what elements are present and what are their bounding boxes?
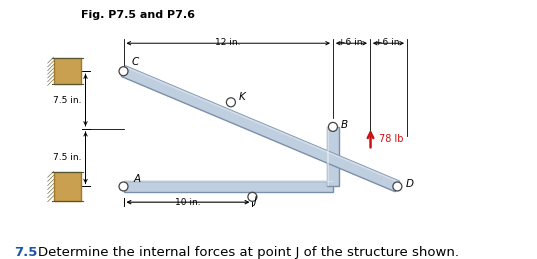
- Text: Fig. P7.5 and P7.6: Fig. P7.5 and P7.6: [81, 10, 194, 20]
- Circle shape: [119, 182, 128, 191]
- Circle shape: [119, 67, 128, 76]
- Circle shape: [329, 123, 337, 131]
- Text: D: D: [405, 179, 413, 190]
- Bar: [54, 58, 81, 84]
- Circle shape: [393, 182, 402, 191]
- Text: J: J: [254, 196, 257, 206]
- Text: 10 in.: 10 in.: [175, 198, 201, 207]
- Polygon shape: [124, 181, 333, 183]
- Text: 7.5 in.: 7.5 in.: [53, 153, 82, 162]
- Text: 12 in.: 12 in.: [215, 38, 241, 47]
- Text: +6 in.: +6 in.: [338, 38, 365, 47]
- Polygon shape: [124, 181, 333, 192]
- Text: B: B: [341, 120, 348, 130]
- Text: 7.5: 7.5: [14, 246, 38, 259]
- Polygon shape: [121, 66, 400, 192]
- Polygon shape: [125, 66, 400, 183]
- Text: Determine the internal forces at point J of the structure shown.: Determine the internal forces at point J…: [38, 246, 459, 259]
- Text: K: K: [239, 92, 245, 102]
- Text: 78 lb: 78 lb: [379, 134, 403, 143]
- Polygon shape: [327, 127, 329, 186]
- Text: C: C: [132, 57, 139, 67]
- Text: +6 in.: +6 in.: [375, 38, 402, 47]
- Circle shape: [227, 98, 235, 107]
- Text: A: A: [134, 175, 141, 184]
- Circle shape: [248, 192, 257, 201]
- Text: 7.5 in.: 7.5 in.: [53, 96, 82, 105]
- Bar: [54, 172, 81, 201]
- Polygon shape: [327, 127, 339, 186]
